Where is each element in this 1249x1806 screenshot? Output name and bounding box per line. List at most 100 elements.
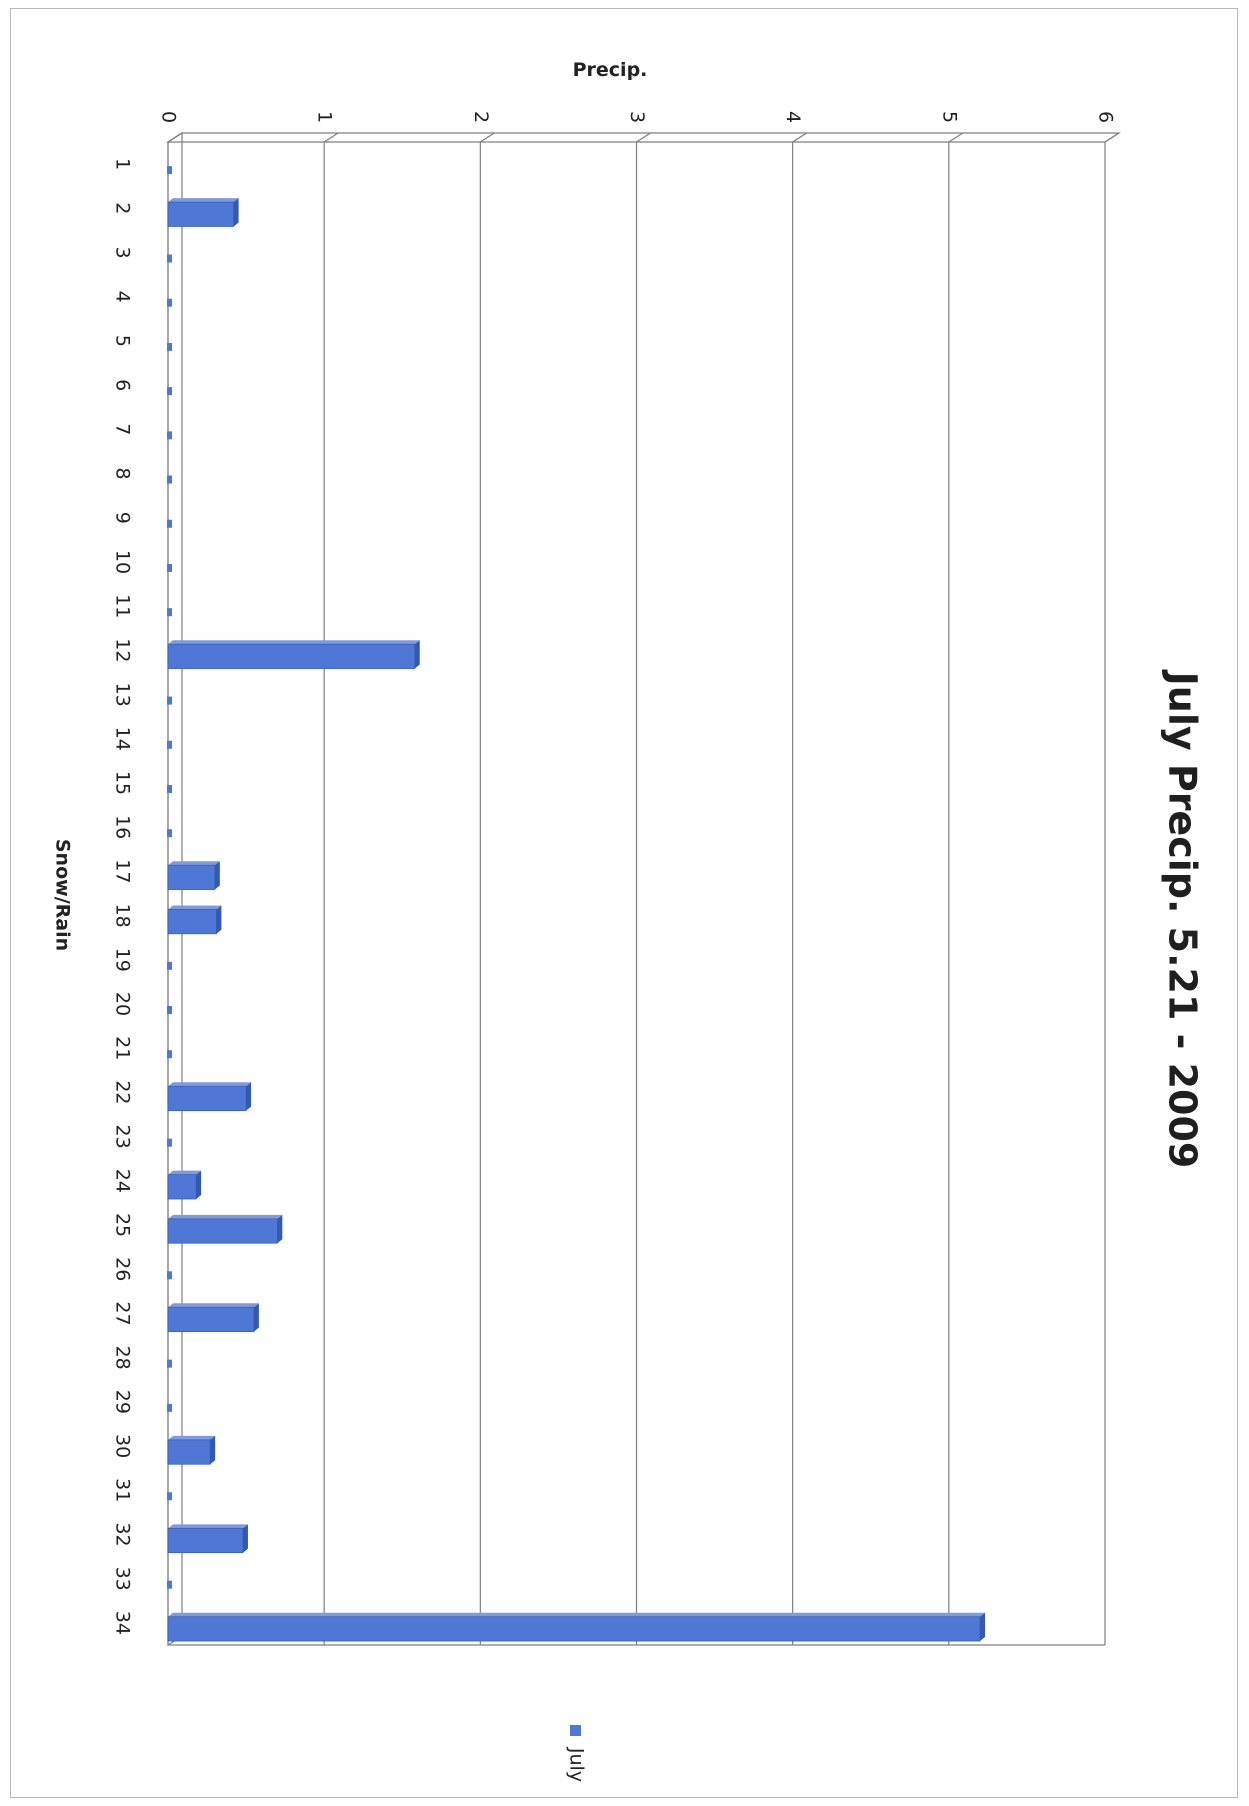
- bar-end-face: [210, 1435, 216, 1465]
- y-tick-label: 3: [626, 111, 648, 123]
- bar: [167, 1138, 172, 1147]
- bar: [167, 387, 172, 396]
- y-tick-label: 5: [938, 111, 960, 123]
- bar: [167, 608, 172, 617]
- gridline: [323, 132, 339, 1645]
- bar: [167, 1616, 981, 1642]
- bar-top-face: [168, 1435, 216, 1440]
- bar: [167, 784, 172, 793]
- gridline: [1104, 132, 1120, 1645]
- legend-label: July: [566, 1747, 588, 1782]
- bar-top-face: [168, 1214, 283, 1219]
- y-tick-label: 1: [314, 111, 336, 123]
- bar-end-face: [233, 198, 239, 227]
- x-tick-label: 32: [112, 1522, 134, 1546]
- x-tick-label: 15: [112, 771, 134, 795]
- bar: [167, 475, 172, 484]
- x-tick-label: 12: [112, 638, 134, 662]
- y-tick-label: 0: [158, 111, 180, 123]
- legend-swatch: [570, 1725, 581, 1736]
- x-tick-label: 19: [112, 948, 134, 972]
- bar: [167, 1050, 172, 1059]
- bar-end-face: [216, 905, 222, 934]
- x-tick-label: 5: [112, 335, 134, 347]
- bar: [167, 696, 172, 705]
- gridline: [635, 132, 651, 1645]
- x-tick-label: 14: [112, 727, 134, 751]
- bar-top-face: [168, 1170, 202, 1175]
- bar: [167, 201, 234, 227]
- x-tick-label: 28: [112, 1346, 134, 1370]
- bar: [167, 1439, 211, 1465]
- bar-top-face: [168, 1612, 986, 1617]
- bar-end-face: [253, 1303, 259, 1332]
- bar: [167, 298, 172, 307]
- bar-end-face: [196, 1170, 202, 1199]
- x-tick-label: 4: [112, 291, 134, 303]
- bar: [167, 909, 217, 935]
- x-tick-label: 11: [112, 594, 134, 618]
- x-tick-label: 26: [112, 1257, 134, 1281]
- bar: [167, 961, 172, 970]
- bar: [167, 1359, 172, 1368]
- bar-top-face: [168, 1524, 248, 1529]
- chart-title: July Precip. 5.21 - 2009: [1161, 669, 1205, 1169]
- x-tick-label: 33: [112, 1567, 134, 1591]
- x-tick-label: 31: [112, 1478, 134, 1502]
- x-tick-label: 6: [112, 379, 134, 391]
- x-tick-label: 13: [112, 682, 134, 706]
- x-tick-label: 3: [112, 246, 134, 258]
- bar-top-face: [168, 640, 420, 645]
- bar-top-face: [168, 861, 220, 866]
- x-axis-title: Snow/Rain: [52, 839, 74, 951]
- bar: [167, 1527, 244, 1554]
- bar: [167, 431, 172, 440]
- x-tick-label: 2: [112, 202, 134, 214]
- bar-top-face: [168, 1082, 252, 1087]
- bar: [167, 1492, 172, 1501]
- x-tick-label: 25: [112, 1213, 134, 1237]
- bar: [167, 563, 172, 572]
- bar: [167, 1271, 172, 1280]
- x-tick-label: 1: [112, 158, 134, 170]
- x-tick-label: 18: [112, 904, 134, 928]
- bar-end-face: [980, 1612, 986, 1642]
- bar: [167, 1006, 172, 1015]
- x-tick-label: 8: [112, 467, 134, 479]
- bar: [167, 829, 172, 838]
- bar: [167, 1403, 172, 1412]
- x-tick-label: 27: [112, 1301, 134, 1325]
- bar-top-face: [168, 905, 222, 910]
- bar-top-face: [168, 1303, 259, 1308]
- bar-end-face: [242, 1524, 248, 1553]
- y-tick-label: 2: [470, 111, 492, 123]
- bar-top-face: [168, 198, 239, 203]
- x-tick-label: 7: [112, 423, 134, 435]
- x-tick-label: 20: [112, 992, 134, 1016]
- bar: [167, 166, 172, 175]
- bar: [167, 1085, 247, 1111]
- bar: [167, 864, 216, 890]
- bar-end-face: [277, 1214, 283, 1244]
- bar: [167, 1174, 197, 1200]
- bar: [167, 643, 416, 669]
- x-tick-label: 21: [112, 1036, 134, 1060]
- x-tick-label: 17: [112, 859, 134, 883]
- gridline: [792, 132, 807, 1645]
- bar: [167, 1580, 172, 1589]
- bar-end-face: [214, 861, 220, 890]
- x-tick-label: 30: [112, 1434, 134, 1458]
- x-tick-label: 22: [112, 1080, 134, 1104]
- x-tick-label: 9: [112, 512, 134, 524]
- bar: [167, 1306, 255, 1333]
- y-tick-label: 6: [1095, 111, 1117, 123]
- bar: [167, 342, 172, 351]
- y-tick-label: 4: [782, 111, 804, 123]
- x-tick-label: 10: [112, 550, 134, 574]
- x-tick-label: 16: [112, 815, 134, 839]
- bar: [167, 254, 172, 263]
- x-tick-label: 34: [112, 1611, 134, 1635]
- bar: [167, 1218, 278, 1244]
- gridline: [479, 132, 495, 1645]
